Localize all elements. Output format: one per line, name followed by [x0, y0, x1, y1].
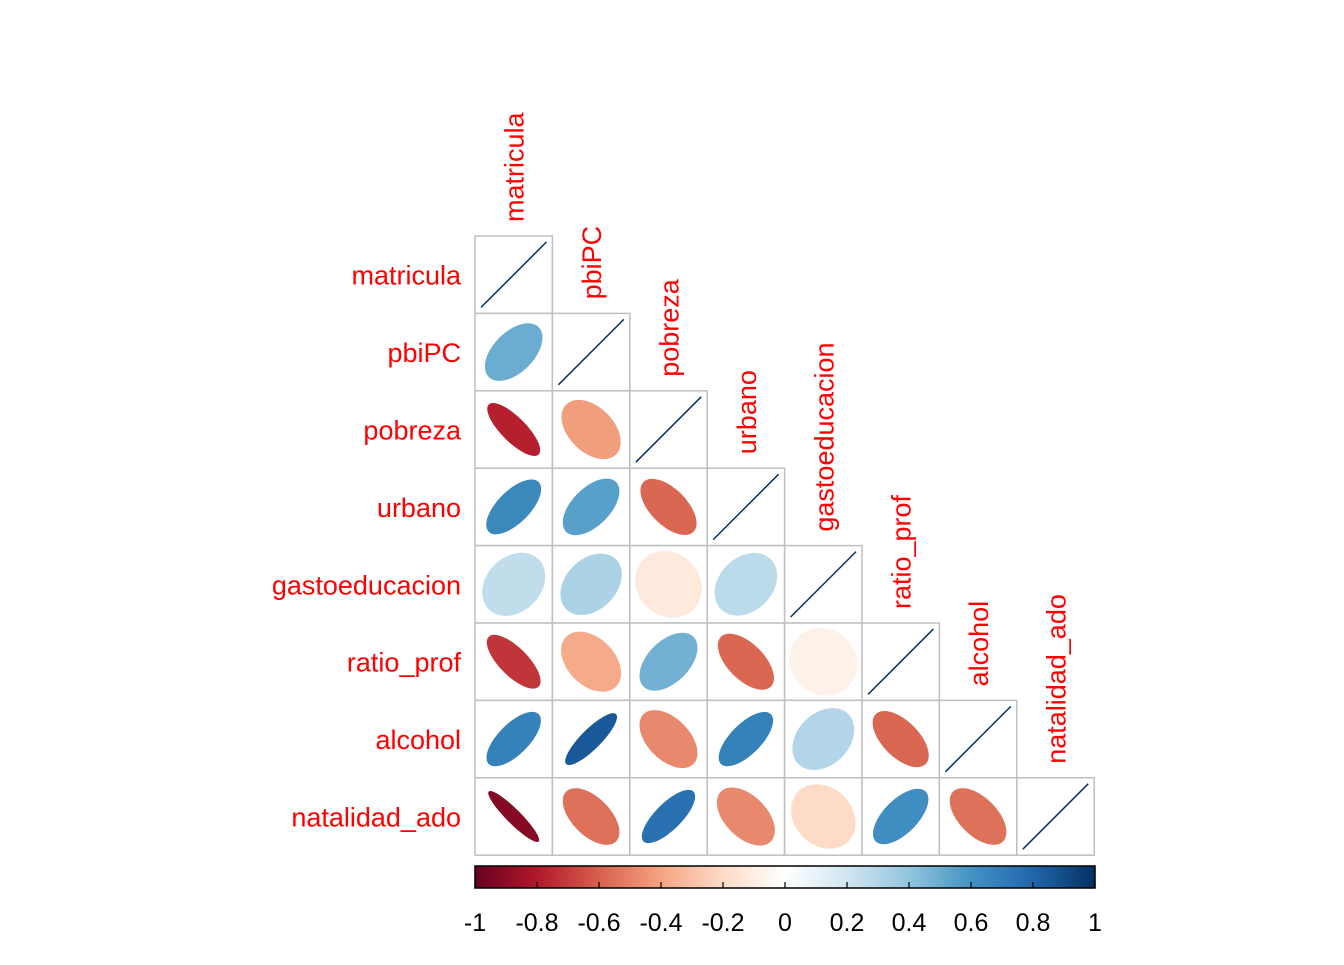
column-label-alcohol: alcohol	[964, 601, 994, 687]
row-label-pbiPC: pbiPC	[387, 338, 461, 368]
ellipse-pobreza-pbiPC	[561, 399, 621, 460]
colorbar-tick-label: -1	[464, 909, 486, 937]
ellipse-natalidad_ado-alcohol	[949, 788, 1007, 845]
colorbar-tick-label: 1	[1088, 909, 1102, 937]
column-label-gastoeducacion: gastoeducacion	[809, 342, 839, 531]
diagonal-line-pbiPC	[557, 318, 625, 386]
ellipse-alcohol-urbano	[718, 711, 774, 767]
diagonal-line-ratio_prof	[867, 628, 934, 695]
cells-layer	[474, 235, 1095, 856]
column-label-pobreza: pobreza	[655, 278, 685, 377]
ellipse-gastoeducacion-pbiPC	[560, 553, 622, 615]
cell-natalidad_ado-pbiPC	[551, 777, 631, 856]
colorbar-tick-label: -0.8	[515, 909, 558, 937]
colorbar-tick-label: 0.2	[830, 909, 865, 937]
colorbar-tick-label: 0.6	[954, 909, 989, 937]
row-label-matricula: matricula	[351, 261, 462, 291]
ellipse-urbano-pobreza	[640, 478, 697, 535]
ellipse-gastoeducacion-matricula	[482, 552, 546, 616]
ellipse-alcohol-pobreza	[639, 710, 698, 769]
column-label-ratio_prof: ratio_prof	[887, 494, 917, 609]
ellipse-alcohol-ratio_prof	[872, 711, 929, 768]
colorbar-tick-label: -0.4	[639, 909, 682, 937]
colorbar-tick-label: -0.2	[701, 909, 744, 937]
diagonal-line-matricula	[480, 241, 547, 308]
ellipse-natalidad_ado-pbiPC	[562, 788, 620, 845]
ellipse-natalidad_ado-pobreza	[641, 789, 696, 844]
ellipse-ratio_prof-pobreza	[639, 632, 698, 691]
ellipse-pobreza-matricula	[487, 403, 541, 456]
row-label-ratio_prof: ratio_prof	[347, 648, 462, 678]
row-label-pobreza: pobreza	[363, 416, 462, 446]
diagonal-line-urbano	[712, 473, 780, 541]
row-label-gastoeducacion: gastoeducacion	[272, 570, 461, 600]
ellipse-natalidad_ado-gastoeducacion	[791, 784, 856, 849]
row-label-urbano: urbano	[377, 493, 461, 523]
ellipse-ratio_prof-urbano	[717, 633, 774, 690]
row-label-natalidad_ado: natalidad_ado	[291, 803, 461, 833]
colorbar-tick-label: 0	[778, 909, 792, 937]
colorbar: -1 -0.8 -0.6 -0.4 -0.2 0 0.2 0.4 0.6 0.8 1	[464, 865, 1102, 937]
colorbar-tick-label: 0.4	[892, 909, 927, 937]
ellipse-natalidad_ado-urbano	[716, 787, 775, 846]
column-label-pbiPC: pbiPC	[577, 226, 607, 300]
row-labels: matricula pbiPC pobreza urbano gastoeducacio…	[272, 261, 462, 833]
colorbar-tick-label: -0.6	[577, 909, 620, 937]
column-label-matricula: matricula	[500, 111, 530, 222]
ellipse-alcohol-pbiPC	[565, 713, 618, 766]
colorbar-tick-label: 0.8	[1016, 909, 1051, 937]
column-label-natalidad_ado: natalidad_ado	[1042, 594, 1072, 764]
column-labels: matricula pbiPC pobreza urbano gastoeducacio…	[500, 111, 1072, 763]
ellipse-gastoeducacion-urbano	[714, 553, 778, 616]
ellipse-ratio_prof-gastoeducacion	[789, 627, 858, 696]
diagonal-line-alcohol	[944, 705, 1012, 773]
ellipse-urbano-matricula	[486, 479, 542, 535]
ellipse-alcohol-matricula	[486, 711, 541, 767]
ellipse-urbano-pbiPC	[562, 478, 620, 536]
ellipse-natalidad_ado-matricula	[488, 791, 540, 842]
ellipse-alcohol-gastoeducacion	[792, 708, 855, 771]
ellipse-ratio_prof-matricula	[486, 634, 541, 689]
diagonal-line-pobreza	[635, 396, 702, 463]
ellipse-natalidad_ado-ratio_prof	[872, 788, 929, 845]
ellipse-ratio_prof-pbiPC	[561, 631, 622, 692]
row-label-alcohol: alcohol	[375, 725, 461, 755]
diagonal-line-gastoeducacion	[790, 551, 857, 618]
diagonal-line-natalidad_ado	[1022, 783, 1089, 850]
ellipse-gastoeducacion-pobreza	[635, 550, 702, 618]
column-label-urbano: urbano	[732, 370, 762, 454]
